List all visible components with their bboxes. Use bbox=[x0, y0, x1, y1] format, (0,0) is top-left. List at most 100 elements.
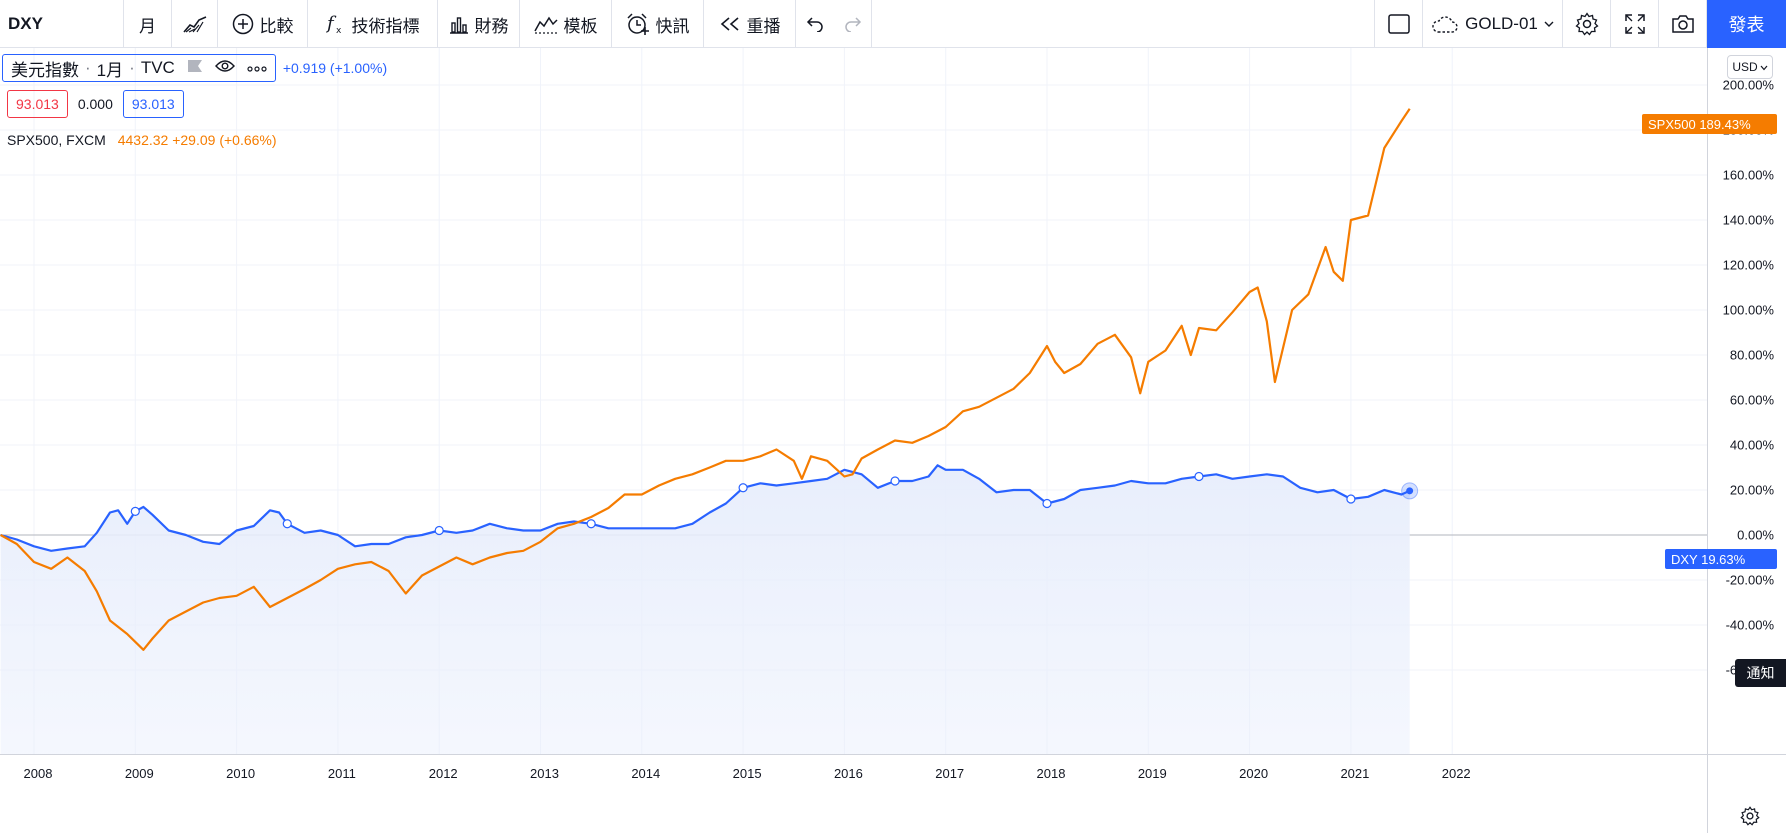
dxy-marker bbox=[1042, 498, 1052, 509]
dxy-last-value-label: DXY 19.63% bbox=[1665, 549, 1777, 569]
x-tick-label: 2012 bbox=[429, 766, 458, 781]
rewind-icon bbox=[719, 15, 741, 33]
compare-button[interactable]: 比較 bbox=[218, 0, 308, 48]
y-tick-label: 120.00% bbox=[1723, 258, 1775, 273]
redo-icon[interactable] bbox=[844, 16, 862, 32]
eye-icon[interactable] bbox=[214, 58, 235, 78]
series-lines bbox=[0, 108, 1411, 651]
y-tick-label: 0.00% bbox=[1737, 528, 1774, 543]
templates-button[interactable]: 模板 bbox=[520, 0, 612, 48]
compare-label: 比較 bbox=[259, 16, 294, 36]
plus-circle-icon bbox=[232, 13, 254, 35]
main-series-interval: 1月 bbox=[96, 60, 124, 80]
buy-value[interactable]: 93.013 bbox=[122, 90, 184, 118]
select-layout-button[interactable] bbox=[1375, 0, 1423, 48]
dxy-marker bbox=[586, 519, 596, 529]
chart-canvas[interactable]: 200.00%180.00%160.00%140.00%120.00%100.0… bbox=[0, 48, 1786, 833]
y-tick-label: 80.00% bbox=[1730, 348, 1775, 363]
value-row: 93.013 0.000 93.013 bbox=[7, 90, 184, 118]
fullscreen-button[interactable] bbox=[1611, 0, 1659, 48]
replay-button[interactable]: 重播 bbox=[704, 0, 796, 48]
spread-value: 0.000 bbox=[77, 96, 113, 112]
gear-icon bbox=[1740, 805, 1760, 831]
dxy-area-fill bbox=[0, 465, 1410, 754]
main-series-exchange: TVC bbox=[140, 58, 175, 77]
spx-last-value-label: SPX500 189.43% bbox=[1642, 114, 1777, 134]
x-tick-label: 2015 bbox=[733, 766, 762, 781]
y-tick-label: -40.00% bbox=[1726, 618, 1775, 633]
y-tick-label: 160.00% bbox=[1723, 168, 1775, 183]
x-tick-label: 2009 bbox=[125, 766, 154, 781]
main-series-change: +0.919 (+1.00%) bbox=[282, 60, 388, 76]
dxy-marker bbox=[130, 506, 140, 516]
compare-series-legend[interactable]: SPX500, FXCM 4432.32 +29.09 (+0.66%) bbox=[7, 132, 277, 148]
undo-icon[interactable] bbox=[806, 16, 824, 32]
y-tick-label: 60.00% bbox=[1730, 393, 1775, 408]
interval-label: 月 bbox=[139, 16, 156, 36]
dxy-series-line[interactable] bbox=[0, 464, 1411, 552]
x-tick-label: 2010 bbox=[226, 766, 255, 781]
x-tick-label: 2013 bbox=[530, 766, 559, 781]
svg-text:x: x bbox=[336, 26, 342, 35]
separator: · bbox=[129, 58, 135, 77]
interval-button[interactable]: 月 bbox=[124, 0, 172, 48]
dxy-marker bbox=[738, 483, 748, 493]
cloud-icon bbox=[1431, 14, 1459, 34]
dxy-marker bbox=[1194, 471, 1204, 482]
more-icon[interactable] bbox=[247, 58, 267, 78]
x-tick-label: 2020 bbox=[1239, 766, 1268, 781]
notify-button[interactable]: 通知 bbox=[1735, 659, 1786, 687]
layout-name-button[interactable]: GOLD-01 bbox=[1423, 0, 1563, 48]
financials-label: 財務 bbox=[474, 16, 509, 36]
x-tick-label: 2019 bbox=[1138, 766, 1167, 781]
alerts-button[interactable]: 快訊 bbox=[612, 0, 704, 48]
spx500-series-line[interactable] bbox=[0, 108, 1411, 651]
chart-settings-button[interactable] bbox=[1563, 0, 1611, 48]
toolbar-spacer bbox=[872, 0, 1375, 47]
alarm-clock-icon bbox=[626, 12, 650, 36]
chart-type-button[interactable] bbox=[172, 0, 218, 48]
x-tick-label: 2018 bbox=[1037, 766, 1066, 781]
camera-icon bbox=[1671, 14, 1695, 34]
y-tick-label: 140.00% bbox=[1723, 213, 1775, 228]
publish-label: 發表 bbox=[1728, 15, 1765, 35]
snapshot-button[interactable] bbox=[1659, 0, 1707, 48]
x-tick-label: 2014 bbox=[631, 766, 660, 781]
symbol-search-button[interactable]: DXY bbox=[0, 0, 124, 48]
compare-series-values: 4432.32 +29.09 (+0.66%) bbox=[117, 132, 277, 148]
main-series-title[interactable]: 美元指數 · 1月 · TVC bbox=[2, 54, 276, 82]
square-icon bbox=[1387, 14, 1410, 34]
main-series-legend: 美元指數 · 1月 · TVC +0.919 (+1.00%) bbox=[2, 54, 387, 82]
compare-series-name: SPX500, FXCM bbox=[7, 132, 106, 148]
svg-text:f: f bbox=[326, 13, 337, 34]
price-scale-ticks[interactable]: 200.00%180.00%160.00%140.00%120.00%100.0… bbox=[1723, 78, 1775, 678]
axes bbox=[0, 48, 1786, 833]
flag-icon[interactable] bbox=[187, 58, 203, 78]
y-tick-label: -20.00% bbox=[1726, 573, 1775, 588]
layout-name-label: GOLD-01 bbox=[1465, 14, 1538, 33]
x-tick-label: 2017 bbox=[935, 766, 964, 781]
currency-select[interactable]: USD bbox=[1727, 55, 1773, 79]
x-tick-label: 2011 bbox=[328, 766, 356, 781]
dxy-marker bbox=[1346, 494, 1356, 504]
scale-settings-button[interactable] bbox=[1736, 805, 1764, 831]
indicators-label: 技術指標 bbox=[351, 16, 420, 36]
dxy-markers bbox=[130, 471, 1419, 536]
y-tick-label: 20.00% bbox=[1730, 483, 1775, 498]
time-scale-ticks[interactable]: 2008 2009 2010 2011 2012 2013 2014 2015 2016 2017… bbox=[24, 766, 1471, 781]
area-chart-icon bbox=[182, 14, 207, 34]
dxy-last-point bbox=[1406, 487, 1414, 495]
replay-label: 重播 bbox=[746, 16, 781, 36]
chevron-down-icon bbox=[1760, 60, 1768, 74]
y-tick-label: 200.00% bbox=[1723, 78, 1775, 93]
financials-button[interactable]: 財務 bbox=[438, 0, 520, 48]
separator: · bbox=[85, 58, 91, 77]
y-tick-label: 40.00% bbox=[1730, 438, 1775, 453]
templates-label: 模板 bbox=[563, 16, 598, 36]
sell-value[interactable]: 93.013 bbox=[7, 90, 68, 118]
x-tick-label: 2016 bbox=[834, 766, 863, 781]
publish-button[interactable]: 發表 bbox=[1707, 0, 1786, 48]
